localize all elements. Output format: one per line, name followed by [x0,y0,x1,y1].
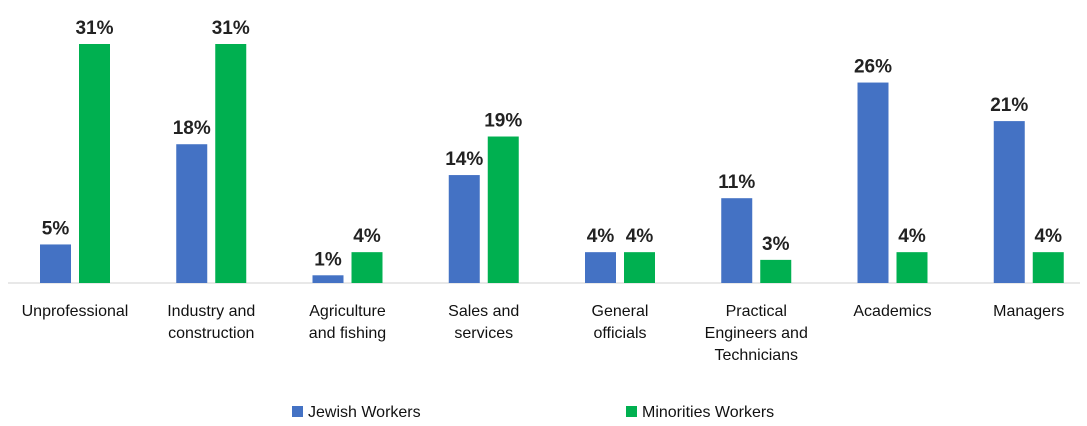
data-label-minorities-1: 31% [212,18,250,39]
category-label-0: Unprofessional [22,303,129,320]
bar-jewish-1 [176,144,208,283]
bar-minorities-2 [351,252,383,283]
data-labels-group: 5% 31% 18% 31% 1% 4% 14%19% 4% 4% 11% 3% 26% 4% 21% 4% [42,18,1062,270]
category-label-line: Industry and [167,303,255,320]
data-label-jewish-4: 4% [587,226,615,247]
bar-jewish-6 [857,82,889,283]
data-label-jewish-1: 18% [173,118,211,139]
legend-label-jewish: Jewish Workers [308,404,421,421]
bar-minorities-4 [624,252,655,283]
data-label-jewish-5: 11% [718,172,755,193]
category-labels-group: Unprofessional Industry and construction Ag… [22,303,1065,364]
legend: Jewish Workers Minorities Workers [292,404,774,421]
category-label-5: Practical Engineers and Technicians [705,303,808,364]
category-label-line: Engineers and [705,325,808,342]
category-label-1: Industry and construction [167,303,255,342]
category-label-line: Academics [853,303,931,320]
legend-swatch-minorities [626,406,637,417]
bars-group [40,44,1064,283]
bar-minorities-1 [215,44,247,283]
data-label-minorities-6: 4% [898,226,926,247]
data-label-minorities-3: 19% [484,111,522,132]
data-label-jewish-2: 1% [314,249,342,270]
category-label-2: Agriculture and fishing [309,303,386,342]
data-label-minorities-4: 4% [626,226,654,247]
category-label-line: Technicians [714,347,798,364]
bar-jewish-4 [585,252,616,283]
data-label-jewish-7: 21% [990,95,1028,116]
category-label-line: Sales and [448,303,519,320]
bar-jewish-7 [993,121,1025,283]
bar-jewish-0 [40,244,71,283]
category-label-7: Managers [993,303,1064,320]
category-label-3: Sales and services [448,303,519,342]
data-label-jewish-6: 26% [854,57,892,78]
data-label-minorities-0: 31% [75,18,113,39]
data-label-minorities-2: 4% [353,226,381,247]
category-label-6: Academics [853,303,931,320]
category-label-line: Managers [993,303,1064,320]
bar-minorities-7 [1032,252,1064,283]
category-label-line: Practical [726,303,787,320]
category-label-4: General officials [592,303,649,342]
legend-swatch-jewish [292,406,303,417]
category-label-line: General [592,303,649,320]
bar-minorities-3 [487,136,519,283]
data-label-minorities-5: 3% [762,234,790,255]
bar-jewish-2 [312,275,344,283]
legend-label-minorities: Minorities Workers [642,404,774,421]
data-label-jewish-0: 5% [42,218,70,239]
category-label-line: services [454,325,513,342]
category-label-line: Agriculture [309,303,386,320]
category-label-line: and fishing [309,325,386,342]
bar-jewish-5 [721,198,753,283]
bar-minorities-6 [896,252,928,283]
category-label-line: Unprofessional [22,303,129,320]
category-label-line: construction [168,325,254,342]
data-label-minorities-7: 4% [1035,226,1063,247]
bar-jewish-3 [448,175,480,283]
bar-minorities-5 [760,259,792,283]
data-label-jewish-3: 14% [445,149,483,170]
category-label-line: officials [593,325,646,342]
bar-minorities-0 [79,44,110,283]
